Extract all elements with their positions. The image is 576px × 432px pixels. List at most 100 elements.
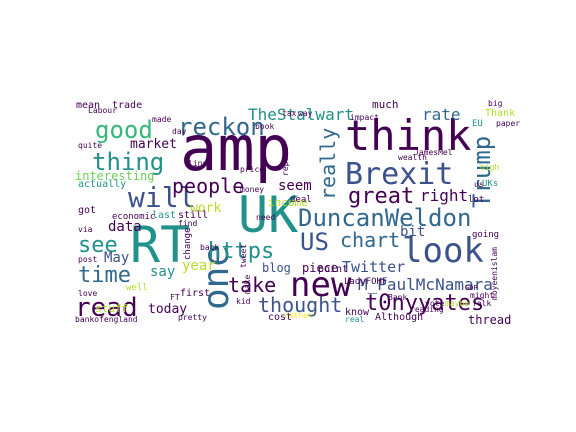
cloud-word: good — [95, 116, 153, 144]
cloud-word: new — [290, 265, 352, 305]
cloud-word: RT — [130, 216, 190, 274]
cloud-word: TheStalwart — [248, 105, 354, 124]
cloud-word: much — [372, 98, 399, 111]
cloud-word: know — [345, 307, 370, 318]
cloud-word: lot — [468, 195, 484, 205]
cloud-word: got — [78, 205, 96, 216]
cloud-word: chart — [340, 228, 400, 252]
cloud-word: cost — [268, 312, 292, 323]
cloud-word: income — [268, 196, 308, 209]
cloud-word: Labour — [88, 106, 117, 115]
cloud-word: paper — [496, 119, 520, 128]
cloud-word: thread — [468, 313, 511, 327]
cloud-word: find — [178, 219, 197, 228]
cloud-word: interesting — [75, 169, 154, 183]
cloud-word: LadyFOHF — [344, 277, 387, 287]
cloud-word: piece — [302, 261, 338, 275]
cloud-word: great — [348, 184, 414, 209]
cloud-word: market — [130, 137, 177, 152]
cloud-word: amp — [180, 112, 292, 185]
cloud-word: Twitter — [342, 258, 405, 276]
cloud-word: JamesMel — [414, 148, 453, 157]
cloud-word: seem — [278, 178, 312, 194]
cloud-word: trade — [112, 100, 142, 111]
cloud-word: year — [182, 258, 216, 274]
cloud-word: money — [240, 185, 264, 194]
cloud-word: Although — [375, 312, 423, 323]
cloud-word: vote — [425, 299, 444, 308]
cloud-word: rate — [422, 105, 461, 124]
cloud-word: make — [243, 275, 252, 294]
cloud-word: US — [300, 228, 329, 256]
cloud-word: tax — [282, 109, 297, 118]
cloud-word: thought — [258, 293, 342, 317]
cloud-word: back — [200, 243, 219, 252]
cloud-word: report — [281, 147, 290, 176]
cloud-word: impact — [350, 113, 379, 122]
cloud-word: going — [472, 230, 499, 240]
cloud-word: high — [480, 163, 499, 172]
cloud-word: line — [188, 159, 207, 168]
cloud-word: pretty — [178, 313, 207, 322]
cloud-word: look — [402, 231, 484, 271]
cloud-word: Trump — [468, 136, 496, 208]
cloud-word: Thank — [485, 108, 515, 119]
cloud-word: deal — [290, 195, 312, 205]
cloud-word: made — [152, 115, 171, 124]
cloud-word: Bank — [388, 293, 407, 302]
cloud-word: quite — [78, 141, 102, 150]
cloud-word: maybe — [445, 299, 469, 308]
cloud-word: mean — [76, 100, 100, 111]
cloud-word: will — [128, 181, 195, 214]
cloud-word: book — [255, 122, 274, 131]
cloud-word: DuncanWeldon — [298, 204, 471, 232]
cloud-word: us — [474, 180, 484, 189]
cloud-word: tweet — [239, 244, 248, 268]
cloud-word: data — [108, 219, 142, 235]
cloud-word: wealth — [398, 153, 427, 162]
cloud-word: May — [104, 250, 129, 266]
cloud-word: stuff — [95, 302, 128, 315]
cloud-word: well — [126, 283, 148, 293]
cloud-word: day — [172, 127, 187, 136]
cloud-word: right — [420, 186, 468, 205]
cloud-word: one — [196, 245, 237, 310]
cloud-word: big — [488, 99, 503, 108]
cloud-word: actually — [78, 179, 126, 190]
cloud-word: first — [180, 288, 210, 299]
cloud-word: Brexit — [345, 157, 453, 192]
cloud-word: kid — [236, 297, 251, 306]
cloud-word: really — [316, 128, 340, 200]
cloud-word: UK — [238, 186, 298, 244]
cloud-word: blog — [262, 261, 291, 275]
cloud-word: folk — [472, 299, 491, 308]
cloud-word: bit — [400, 224, 425, 240]
cloud-word: love — [78, 289, 97, 298]
cloud-word: last — [152, 210, 176, 221]
cloud-word: EU — [472, 119, 483, 129]
cloud-word: read — [75, 293, 138, 323]
cloud-word: reckon — [178, 113, 265, 141]
cloud-word: rather — [284, 311, 313, 320]
cloud-word: thing — [92, 148, 164, 176]
cloud-word: bankofengland — [75, 315, 138, 324]
cloud-word: UKs — [482, 179, 498, 189]
cloud-word: reading — [410, 305, 444, 314]
cloud-word: might — [470, 291, 494, 300]
cloud-word: think — [345, 111, 471, 160]
cloud-word: FT — [170, 293, 180, 302]
cloud-word: see — [78, 233, 118, 258]
cloud-word: economic — [112, 212, 155, 222]
cloud-word: work — [190, 201, 221, 216]
cloud-word: price — [240, 165, 264, 174]
cloud-word: need — [256, 213, 275, 222]
cloud-word: via — [78, 225, 93, 234]
cloud-word: post — [78, 255, 97, 264]
cloud-word: way — [298, 109, 313, 118]
cloud-word: say — [150, 264, 175, 280]
cloud-word: still — [178, 210, 208, 221]
cloud-word: today — [148, 302, 187, 317]
cloud-word: take — [228, 273, 276, 297]
cloud-word: point — [318, 264, 348, 275]
